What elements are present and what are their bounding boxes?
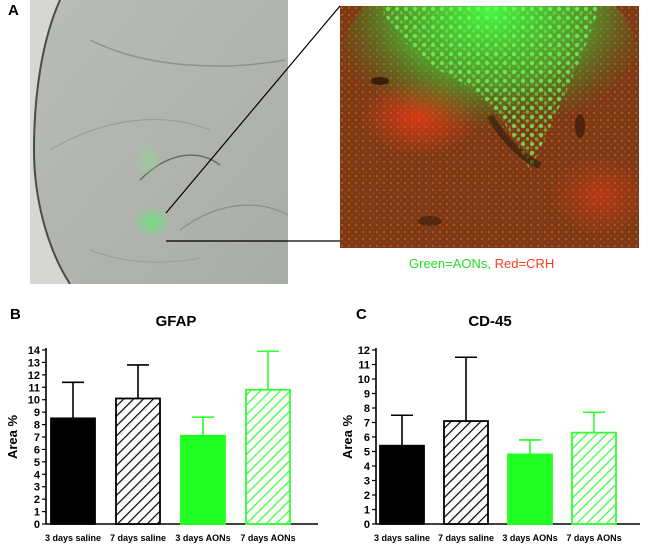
y-tick-label: 13 (28, 357, 40, 369)
category-label: 7 days AONs (566, 533, 621, 543)
category-label: 3 days saline (45, 533, 101, 543)
y-tick-label: 1 (364, 505, 370, 517)
y-tick-label: 1 (34, 507, 40, 519)
y-tick-label: 9 (364, 389, 370, 401)
y-tick-label: 2 (364, 490, 370, 502)
panel-label-b: B (10, 306, 21, 323)
category-label: 7 days saline (438, 533, 494, 543)
y-tick-label: 6 (364, 432, 370, 444)
category-label: 7 days AONs (240, 533, 295, 543)
fluorescence-micrograph (340, 6, 639, 248)
y-tick-label: 3 (34, 482, 40, 494)
category-label: 3 days saline (374, 533, 430, 543)
category-label: 3 days AONs (175, 533, 230, 543)
bar (115, 397, 161, 525)
y-tick-label: 5 (34, 457, 40, 469)
y-tick-label: 8 (34, 420, 40, 432)
y-tick-label: 7 (364, 418, 370, 430)
bar (443, 420, 489, 525)
panel-label-a: A (8, 2, 19, 19)
bar (245, 388, 291, 525)
bar (50, 417, 96, 525)
legend-green-text: Green=AONs, (409, 256, 492, 271)
y-tick-label: 12 (28, 370, 40, 382)
legend-red-text: Red=CRH (494, 256, 555, 271)
y-tick-label: 10 (28, 395, 40, 407)
y-tick-label: 4 (34, 469, 41, 481)
bar (571, 431, 617, 525)
y-tick-label: 10 (358, 374, 370, 386)
micrograph-graphic (340, 6, 639, 248)
y-axis-label: Area % (5, 415, 20, 460)
panel-label-c: C (356, 306, 367, 323)
y-tick-label: 3 (364, 476, 370, 488)
y-tick-label: 8 (364, 403, 370, 415)
y-tick-label: 5 (364, 447, 370, 459)
y-axis-label: Area % (340, 415, 355, 460)
y-tick-label: 4 (364, 461, 371, 473)
chart-title: GFAP (156, 313, 197, 330)
y-tick-label: 11 (28, 382, 40, 394)
category-label: 7 days saline (110, 533, 166, 543)
bar (379, 444, 425, 525)
y-tick-label: 2 (34, 494, 40, 506)
micrograph-legend: Green=AONs, Red=CRH (409, 256, 554, 271)
y-tick-label: 9 (34, 407, 40, 419)
chart-title: CD-45 (468, 313, 511, 330)
brain-section-image (30, 0, 288, 284)
y-tick-label: 0 (364, 519, 370, 531)
y-tick-label: 12 (358, 345, 370, 357)
brain-section-graphic (30, 0, 288, 284)
y-tick-label: 6 (34, 444, 40, 456)
category-label: 3 days AONs (502, 533, 557, 543)
y-tick-label: 11 (358, 360, 370, 372)
y-tick-label: 7 (34, 432, 40, 444)
y-tick-label: 0 (34, 519, 40, 531)
bar (507, 453, 553, 525)
bar (180, 434, 226, 525)
y-tick-label: 14 (28, 345, 41, 357)
